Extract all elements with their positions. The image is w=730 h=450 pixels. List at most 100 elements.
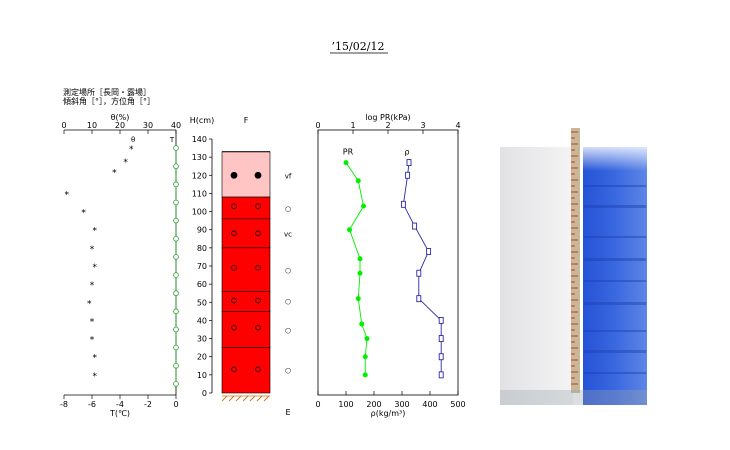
pr-point [357, 256, 363, 262]
height-tick-label: 40 [197, 316, 207, 325]
density-tick-label: 500 [450, 400, 465, 409]
temperature-point [173, 326, 179, 333]
density-tick-label: 400 [422, 400, 437, 409]
height-tick-label: 50 [197, 298, 207, 307]
density-point [438, 371, 444, 379]
snow-layer [221, 218, 271, 249]
density-tick-label: 100 [338, 400, 353, 409]
height-tick-label: 70 [197, 262, 207, 271]
density-point [406, 159, 412, 167]
hardness-label: ○ [285, 297, 291, 305]
pr-point [355, 296, 361, 302]
photo-layer-streak [584, 372, 646, 374]
theta-point: * [93, 372, 98, 382]
theta-point: * [93, 263, 98, 273]
temperature-point [173, 181, 179, 188]
density-point [416, 295, 422, 303]
temperature-axis-title: T(℃) [109, 409, 130, 418]
pr-tick-label: 1 [350, 121, 355, 130]
grain-shape-marker [255, 265, 261, 271]
snow-pit-photo [500, 127, 647, 405]
density-point [438, 353, 444, 361]
ground-hatch [228, 395, 235, 402]
density-axis-title: ρ(kg/m³) [371, 409, 406, 418]
snow-layer [221, 247, 271, 292]
theta-tick-label: 30 [143, 121, 153, 130]
temperature-tick-label: -8 [60, 400, 68, 409]
grain-shape-marker [231, 203, 237, 209]
pr-point [362, 372, 368, 378]
height-tick-label: 60 [197, 280, 207, 289]
photo-layer-streak [584, 280, 646, 282]
grain-shape-marker [231, 265, 237, 271]
ground-hatch [242, 395, 249, 402]
photo-layer-streak [584, 330, 646, 332]
pr-point [357, 270, 363, 276]
site-label: 測定場所［長岡・露場］ [63, 88, 151, 97]
temperature-moisture-panel: 0 10 20 30 40θ(%)-8 -6 -4 -2 0T(℃)θ T************… [60, 113, 181, 418]
height-tick-label: 130 [192, 153, 207, 162]
height-tick-label: 90 [197, 226, 207, 235]
hardness-label: ○ [285, 267, 291, 275]
ground-hatch [221, 395, 228, 402]
temperature-point [173, 308, 179, 315]
photo-layer-streak [584, 302, 646, 305]
grain-shape-marker [255, 324, 261, 331]
temperature-point [173, 362, 179, 369]
hardness-label: ○ [285, 205, 291, 213]
height-tick-label: 80 [197, 244, 207, 253]
height-tick-label: 120 [192, 171, 207, 180]
ground-hatch [263, 395, 270, 402]
density-tick-label: 0 [315, 400, 320, 409]
temperature-point [173, 290, 179, 297]
density-point [400, 200, 406, 208]
ground-hatch [249, 395, 256, 402]
temperature-tick-label: -4 [116, 400, 124, 409]
ground-hatch [235, 395, 242, 402]
photo-layer-streak [584, 350, 646, 353]
density-point [438, 335, 444, 343]
grain-shape-marker [231, 324, 237, 331]
snow-layer [221, 151, 271, 198]
grain-shape-marker [254, 171, 262, 179]
photo-layer-streak [584, 185, 646, 187]
pr-point [359, 321, 365, 327]
density-tick-label: 300 [394, 400, 409, 409]
theta-point: * [112, 169, 117, 179]
temperature-point [173, 145, 179, 151]
pr-point [355, 178, 361, 184]
series-label: PR [343, 148, 354, 157]
height-tick-label: 30 [197, 335, 207, 344]
series-line-pr [345, 162, 368, 375]
height-tick-label: 100 [192, 208, 207, 217]
series-line-density [402, 162, 442, 375]
stratigraphy-footer: E [285, 408, 290, 417]
photo-layer-streak [584, 258, 646, 261]
theta-point: * [65, 190, 70, 200]
grain-shape-marker [255, 230, 261, 237]
stratigraphy-panel: H(cm) F 0 10 20 30 40 50 60 70 80 90 100 110 120 130 140… [190, 116, 292, 417]
panel3-frame [317, 129, 459, 396]
theta-point: * [90, 281, 95, 291]
theta-series-label: θ [131, 136, 135, 144]
temperature-point [173, 163, 179, 170]
stratigraphy-header: F [244, 116, 249, 125]
hardness-label: vf [285, 172, 292, 180]
temperature-series-label: T [169, 136, 175, 144]
theta-tick-label: 20 [115, 121, 125, 130]
pr-point [347, 227, 352, 233]
hardness-label: ○ [285, 366, 291, 374]
temperature-tick-label: -6 [88, 400, 96, 409]
grain-shape-marker [255, 203, 261, 209]
snow-layer [221, 347, 271, 394]
grain-shape-marker [231, 297, 237, 304]
temperature-point [173, 254, 179, 260]
theta-tick-label: 0 [61, 121, 66, 130]
photo-layer-streak [584, 205, 646, 208]
angle-label: 傾斜角［°］，方位角［°］ [63, 97, 155, 106]
density-point [412, 222, 418, 230]
pr-point [364, 336, 370, 342]
grain-shape-marker [255, 297, 261, 304]
pr-point [361, 203, 366, 209]
series-label: ρ [404, 148, 409, 157]
